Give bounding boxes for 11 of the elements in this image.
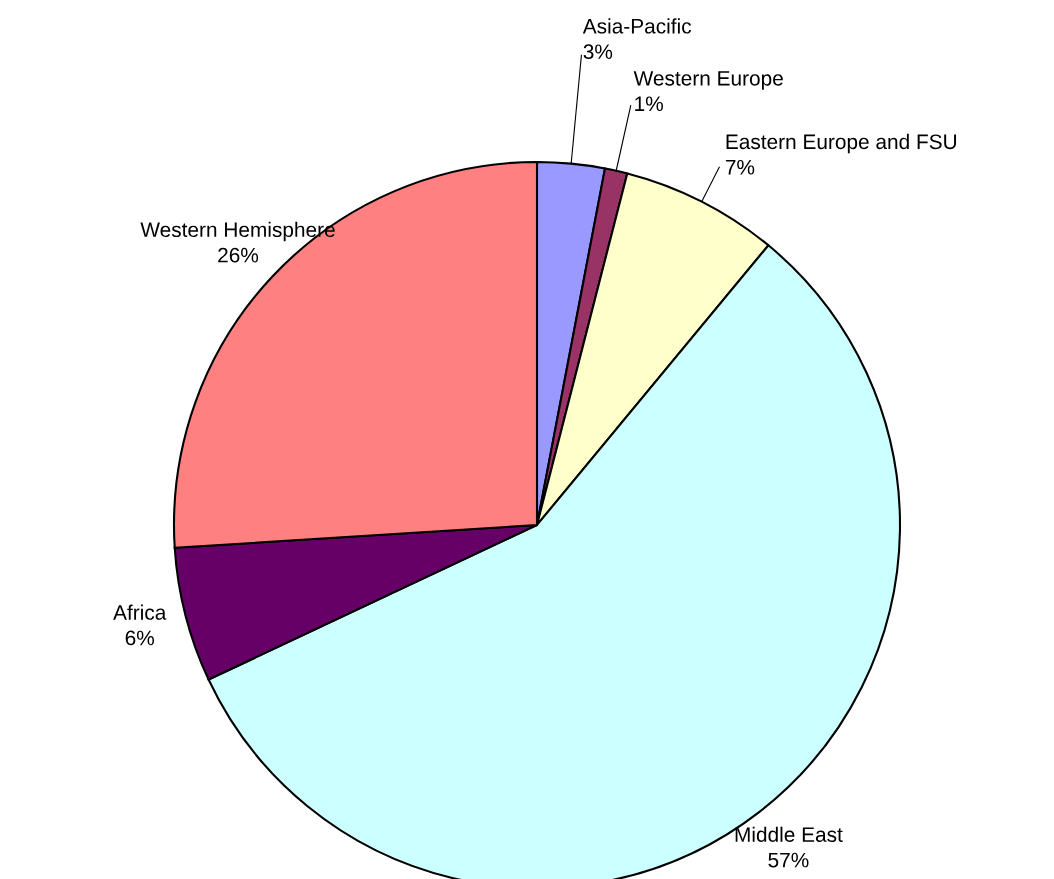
slice-label: Africa bbox=[113, 604, 167, 620]
slice-label: Western Europe bbox=[633, 71, 783, 90]
slice-label: Eastern Europe and FSU bbox=[726, 133, 957, 154]
data-label: 26% bbox=[218, 247, 259, 263]
slice-label: Middle East bbox=[735, 826, 843, 842]
data-label: 6% bbox=[125, 630, 155, 646]
data-label: 1% bbox=[635, 96, 663, 112]
data-label: 7% bbox=[725, 159, 755, 175]
data-label: 57% bbox=[768, 852, 809, 868]
data-label: 3% bbox=[583, 44, 613, 60]
slice-label: Asia-Pacific bbox=[582, 18, 692, 34]
